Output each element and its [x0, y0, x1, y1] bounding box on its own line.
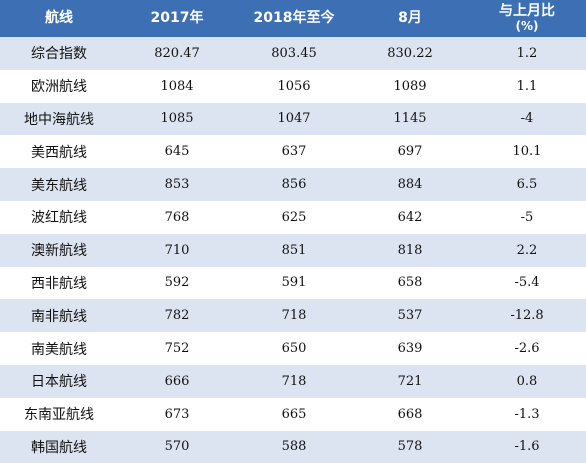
cell-2018-to-date: 803.45 [271, 45, 317, 61]
cell-route-name: 波红航线 [31, 210, 87, 227]
table-row: 日本航线 666 718 721 0.8 [0, 364, 586, 398]
cell-2018-to-date: 1056 [277, 78, 311, 94]
cell-mom-change: -1.6 [514, 439, 540, 455]
cell-2017: 820.47 [154, 45, 200, 61]
table-row: 东南亚航线 673 665 668 -1.3 [0, 397, 586, 431]
cell-2017: 768 [164, 209, 190, 225]
cell-2018-to-date: 665 [281, 406, 307, 422]
header-row: 航线 2017年 2018年至今 8月 与上月比 (%) [0, 0, 586, 37]
table-row: 美西航线 645 637 697 10.1 [0, 135, 586, 169]
cell-2018-to-date: 851 [281, 242, 307, 258]
cell-mom-change: 2.2 [516, 242, 538, 258]
cell-august: 830.22 [387, 45, 433, 61]
header-mom-change-label: 与上月比 [499, 2, 555, 19]
cell-mom-change: 0.8 [516, 373, 538, 389]
cell-august: 721 [397, 373, 423, 389]
cell-mom-change: -5 [520, 209, 534, 225]
cell-mom-change: -4 [520, 111, 534, 127]
cell-mom-change: -2.6 [514, 341, 540, 357]
cell-august: 578 [397, 439, 423, 455]
cell-route-name: 欧洲航线 [31, 79, 87, 96]
header-mom-change-unit: (%) [515, 18, 539, 33]
cell-route-name: 韩国航线 [31, 439, 87, 456]
header-mom-change: 与上月比 (%) [468, 0, 586, 37]
table-row: 综合指数 820.47 803.45 830.22 1.2 [0, 37, 586, 70]
cell-route-name: 地中海航线 [24, 111, 94, 128]
cell-2017: 710 [164, 242, 190, 258]
cell-august: 658 [397, 275, 423, 291]
table-row: 南美航线 752 650 639 -2.6 [0, 332, 586, 365]
cell-2018-to-date: 650 [281, 341, 307, 357]
cell-mom-change: -12.8 [510, 308, 544, 324]
cell-route-name: 南美航线 [31, 341, 87, 358]
table-row: 波红航线 768 625 642 -5 [0, 200, 586, 234]
cell-2017: 570 [164, 439, 190, 455]
cell-2017: 782 [164, 308, 190, 324]
cell-route-name: 日本航线 [31, 374, 87, 391]
cell-2017: 1085 [160, 111, 194, 127]
table-row: 韩国航线 570 588 578 -1.6 [0, 430, 586, 463]
cell-august: 697 [397, 144, 423, 160]
cell-2017: 673 [164, 406, 190, 422]
cell-august: 668 [397, 406, 423, 422]
cell-mom-change: 10.1 [512, 144, 542, 160]
cell-2018-to-date: 856 [281, 177, 307, 193]
cell-2017: 853 [164, 177, 190, 193]
cell-route-name: 澳新航线 [31, 243, 87, 260]
table-row: 美东航线 853 856 884 6.5 [0, 168, 586, 201]
cell-mom-change: -1.3 [514, 406, 540, 422]
cell-august: 884 [397, 177, 423, 193]
cell-2018-to-date: 591 [281, 275, 307, 291]
cell-mom-change: -5.4 [514, 275, 540, 291]
cell-route-name: 美东航线 [31, 177, 87, 194]
cell-2017: 645 [164, 144, 190, 160]
cell-2017: 752 [164, 341, 190, 357]
cell-august: 818 [397, 242, 423, 258]
cell-august: 639 [397, 341, 423, 357]
cell-2018-to-date: 718 [281, 308, 307, 324]
cell-2018-to-date: 718 [281, 373, 307, 389]
cell-2018-to-date: 637 [281, 144, 307, 160]
cell-mom-change: 1.1 [516, 78, 538, 94]
header-august: 8月 [398, 10, 422, 26]
table-row: 澳新航线 710 851 818 2.2 [0, 233, 586, 267]
table-row: 欧洲航线 1084 1056 1089 1.1 [0, 69, 586, 103]
cell-route-name: 美西航线 [31, 144, 87, 161]
cell-route-name: 西非航线 [31, 275, 87, 292]
cell-route-name: 南非航线 [31, 308, 87, 325]
cell-2017: 1084 [160, 78, 194, 94]
table-row: 南非航线 782 718 537 -12.8 [0, 299, 586, 333]
header-2018-to-date: 2018年至今 [253, 10, 335, 26]
cell-2018-to-date: 1047 [277, 111, 311, 127]
cell-august: 642 [397, 209, 423, 225]
cell-mom-change: 1.2 [516, 45, 538, 61]
table-row: 西非航线 592 591 658 -5.4 [0, 266, 586, 300]
cell-2017: 666 [164, 373, 190, 389]
cell-august: 1089 [393, 78, 427, 94]
cell-route-name: 综合指数 [31, 46, 87, 63]
cell-mom-change: 6.5 [516, 177, 538, 193]
cell-2018-to-date: 625 [281, 209, 307, 225]
cell-august: 1145 [393, 111, 427, 127]
cell-august: 537 [397, 308, 423, 324]
header-2017: 2017年 [150, 10, 204, 26]
table-body: 综合指数 820.47 803.45 830.22 1.2 欧洲航线 1084 1056 108… [0, 37, 586, 463]
cell-route-name: 东南亚航线 [24, 407, 94, 424]
table-header: 航线 2017年 2018年至今 8月 与上月比 (%) [0, 0, 586, 37]
header-route: 航线 [45, 10, 73, 26]
table-row: 地中海航线 1085 1047 1145 -4 [0, 102, 586, 136]
cell-2017: 592 [164, 275, 190, 291]
cell-2018-to-date: 588 [281, 439, 307, 455]
